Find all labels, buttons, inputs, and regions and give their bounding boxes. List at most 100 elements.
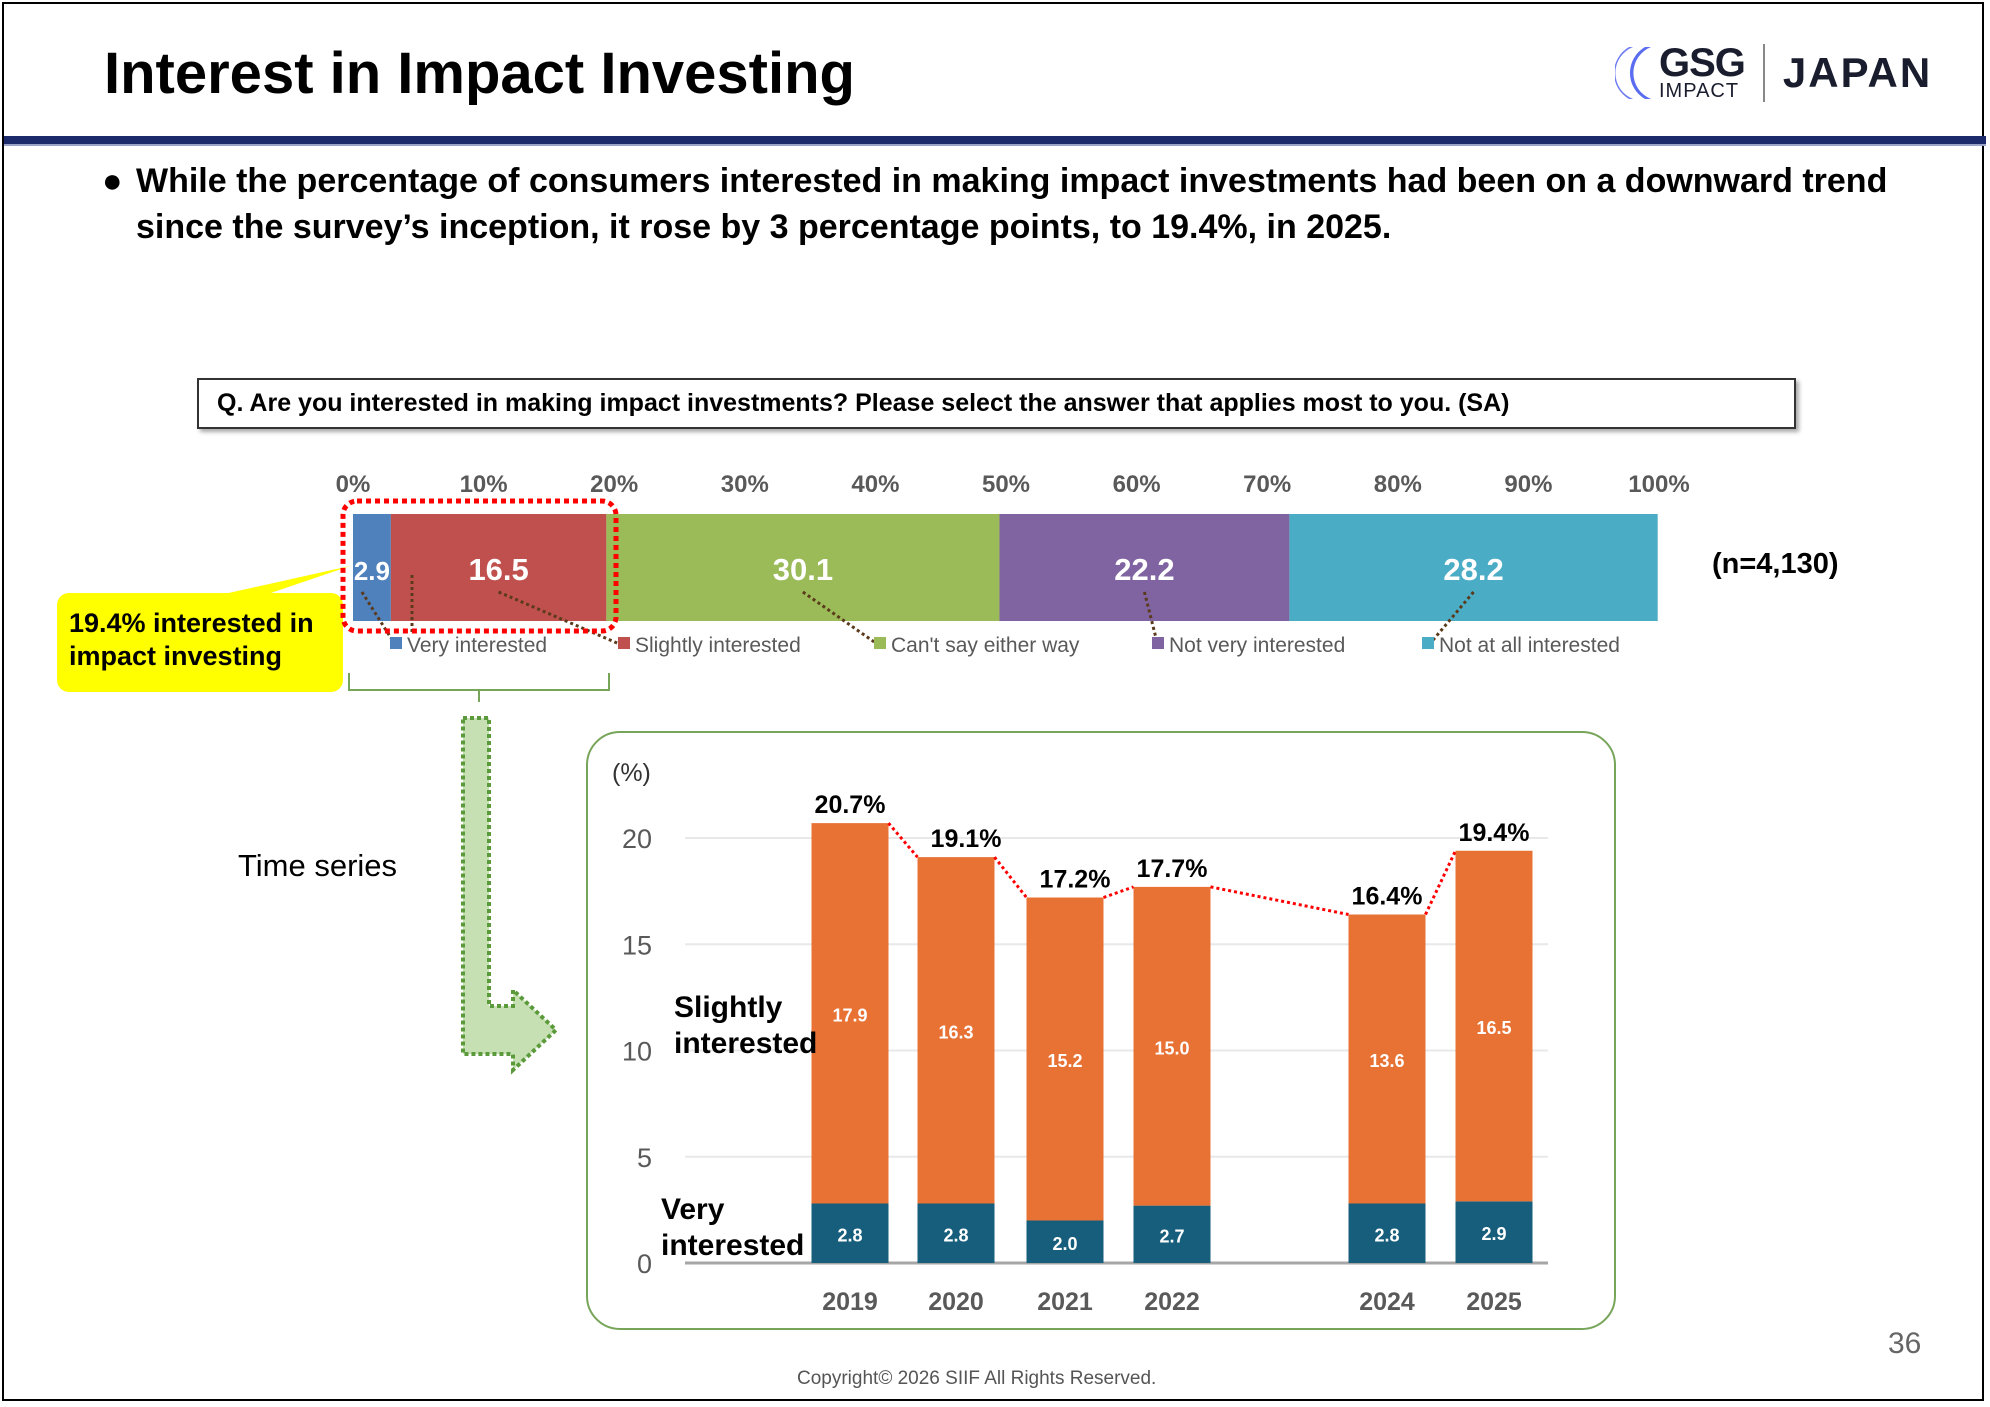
logo-gsg: GSG <box>1659 41 1746 85</box>
legend-swatch <box>1152 637 1164 649</box>
bar-very-interested <box>1348 1203 1426 1263</box>
bar-segment <box>353 514 391 621</box>
header-divider <box>4 136 1986 144</box>
bar-very-interested <box>1455 1201 1533 1263</box>
y-axis-unit: (%) <box>612 759 651 787</box>
x-tick-label: 100% <box>1628 471 1689 498</box>
bar-segment <box>606 514 1000 621</box>
y-tick-label: 20 <box>622 824 652 854</box>
leader-line <box>802 590 881 648</box>
bar-slightly-interested <box>1133 886 1211 1206</box>
bar-value-label: 2.8 <box>837 1225 862 1245</box>
page-title: Interest in Impact Investing <box>104 41 855 106</box>
x-tick-label: 2024 <box>1359 1288 1415 1316</box>
leader-line <box>360 591 398 647</box>
x-tick-label: 80% <box>1374 471 1422 498</box>
x-tick-label: 2025 <box>1466 1288 1522 1316</box>
header-divider-shadow <box>4 144 1986 146</box>
bar-slightly-interested <box>1348 914 1426 1204</box>
time-series-label: Time series <box>238 848 398 883</box>
bar-very-interested <box>811 1203 889 1263</box>
logo-divider <box>1762 44 1765 102</box>
x-tick-label: 20% <box>590 471 638 498</box>
y-tick-label: 15 <box>622 930 652 960</box>
bar-value-label: 2.8 <box>943 1225 968 1245</box>
legend-swatch <box>1422 637 1434 649</box>
trend-line <box>1424 850 1457 916</box>
interest-callout: 19.4% interested in impact investing <box>57 593 343 692</box>
bar-value-label: 16.5 <box>468 552 528 587</box>
x-tick-label: 2020 <box>928 1288 984 1316</box>
x-tick-label: 2019 <box>822 1288 878 1316</box>
y-tick-label: 0 <box>637 1249 652 1279</box>
bar-value-label: 22.2 <box>1114 552 1174 587</box>
x-tick-label: 90% <box>1504 471 1552 498</box>
trend-line <box>1210 885 1349 916</box>
highlight-outline <box>340 498 619 634</box>
bar-segment <box>999 514 1290 621</box>
bar-very-interested <box>1026 1220 1104 1263</box>
trend-line <box>1102 885 1135 899</box>
legend-swatch <box>874 637 886 649</box>
sample-size: (n=4,130) <box>1712 548 1839 580</box>
total-label: 19.4% <box>1459 819 1530 847</box>
x-tick-label: 2022 <box>1144 1288 1200 1316</box>
x-tick-label: 70% <box>1243 471 1291 498</box>
gsg-impact-japan-logo: GSG IMPACT JAPAN <box>1615 38 1932 108</box>
legend-swatch <box>618 637 630 649</box>
total-label: 17.7% <box>1137 855 1208 883</box>
bar-slightly-interested <box>1026 897 1104 1221</box>
down-right-arrow-icon <box>461 716 559 1075</box>
bar-value-label: 2.0 <box>1052 1234 1077 1254</box>
logo-impact: IMPACT <box>1659 80 1740 102</box>
series-label-very: Very interested <box>661 1193 804 1262</box>
x-tick-label: 50% <box>982 471 1030 498</box>
x-tick-label: 10% <box>460 471 508 498</box>
y-tick-label: 5 <box>637 1143 652 1173</box>
legend-label: Not at all interested <box>1439 634 1620 657</box>
bar-value-label: 30.1 <box>773 552 833 587</box>
bar-very-interested <box>917 1203 995 1263</box>
bar-value-label: 16.5 <box>1476 1018 1511 1038</box>
bar-slightly-interested <box>1455 850 1533 1202</box>
survey-question: Q. Are you interested in making impact i… <box>197 378 1796 429</box>
legend-label: Can't say either way <box>891 634 1080 657</box>
bar-value-label: 2.9 <box>1481 1224 1506 1244</box>
bar-value-label: 28.2 <box>1443 552 1503 587</box>
legend-label: Not very interested <box>1169 634 1345 657</box>
x-tick-label: 30% <box>721 471 769 498</box>
summary-bullet: ● While the percentage of consumers inte… <box>102 158 1904 250</box>
trend-line <box>887 822 919 859</box>
legend-swatch <box>390 637 402 649</box>
x-tick-label: 2021 <box>1037 1288 1093 1316</box>
leader-line <box>498 590 625 648</box>
bar-slightly-interested <box>811 823 889 1204</box>
bar-slightly-interested <box>917 857 995 1204</box>
bar-value-label: 2.7 <box>1159 1226 1184 1246</box>
legend-label: Very interested <box>407 634 547 657</box>
bullet-icon: ● <box>102 162 123 200</box>
trend-line <box>993 856 1028 899</box>
y-tick-label: 10 <box>622 1037 652 1067</box>
bar-value-label: 2.9 <box>354 556 390 586</box>
time-series-chart-box <box>586 731 1616 1330</box>
x-tick-label: 40% <box>851 471 899 498</box>
total-label: 16.4% <box>1352 883 1423 911</box>
series-label-slightly: Slightly interested <box>674 991 817 1060</box>
summary-text: While the percentage of consumers intere… <box>136 162 1888 246</box>
page-number: 36 <box>1888 1327 1922 1360</box>
total-label: 19.1% <box>931 825 1002 853</box>
total-label: 17.2% <box>1040 866 1111 894</box>
selection-bracket <box>348 673 610 702</box>
logo-japan: JAPAN <box>1782 49 1933 96</box>
gsg-logo-mark-icon <box>1615 47 1651 99</box>
bar-value-label: 16.3 <box>938 1022 973 1042</box>
bar-value-label: 2.8 <box>1374 1225 1399 1245</box>
x-tick-label: 0% <box>336 471 371 498</box>
total-label: 20.7% <box>815 791 886 819</box>
bar-value-label: 17.9 <box>832 1005 867 1025</box>
legend-label: Slightly interested <box>635 634 801 657</box>
bar-segment <box>1289 514 1658 621</box>
bar-value-label: 15.0 <box>1154 1038 1189 1058</box>
